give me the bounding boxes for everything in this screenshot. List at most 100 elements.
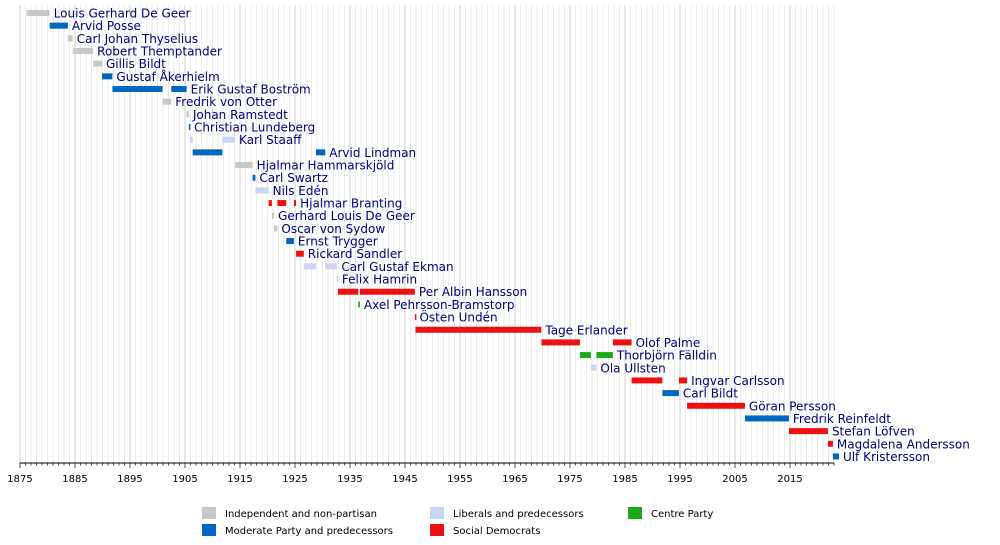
term-bar-per-albin-hansson	[359, 288, 415, 295]
x-tick-label: 1875	[7, 474, 32, 485]
x-tick-label: 1965	[502, 474, 527, 485]
name-label-ingvar-carlsson: Ingvar Carlsson	[691, 374, 784, 388]
term-bar-gillis-bildt	[93, 60, 102, 67]
name-label-gillis-bildt: Gillis Bildt	[106, 57, 166, 71]
term-bar-stefan-lofven	[788, 428, 828, 435]
term-bar-arvid-posse	[49, 22, 68, 29]
term-bar-ulf-kristersson	[832, 453, 839, 460]
term-bar-rickard-sandler	[296, 250, 304, 257]
term-bar-christian-lundeberg	[188, 124, 191, 131]
term-bar-arvid-lindman	[315, 149, 326, 156]
term-bar-olof-palme	[541, 339, 580, 346]
term-bar-carl-swartz	[252, 174, 256, 181]
name-label-magdalena-andersson: Magdalena Andersson	[837, 437, 970, 451]
gridlines	[19, 5, 835, 463]
legend-swatch-ind	[202, 507, 216, 519]
x-tick-label: 1975	[557, 474, 582, 485]
term-bar-louis-gerhard-de-geer	[26, 10, 50, 16]
name-label-osten-unden: Östen Undén	[419, 309, 497, 325]
x-tick-label: 2005	[722, 474, 747, 485]
term-bar-carl-gustaf-ekman	[303, 263, 316, 270]
x-tick-label: 1995	[667, 474, 692, 485]
name-label-rickard-sandler: Rickard Sandler	[308, 247, 402, 261]
term-bar-felix-hamrin	[336, 276, 339, 283]
legend-swatch-soc	[430, 524, 444, 536]
term-bar-ingvar-carlsson	[678, 377, 688, 384]
term-bar-ingvar-carlsson	[631, 377, 663, 384]
x-axis: 1875 1885 1895 1905 1915 1925 1935 1945 1955 1965…	[7, 462, 835, 485]
x-tick-label: 1935	[337, 474, 362, 485]
term-bar-fredrik-reinfeldt	[744, 415, 789, 422]
term-bar-gustaf-akerhielm	[101, 73, 113, 80]
term-bar-thorbjorn-falldin	[579, 352, 591, 359]
term-bar-arvid-lindman	[192, 149, 223, 156]
name-label-hjalmar-hammarskjold: Hjalmar Hammarskjöld	[257, 159, 395, 173]
term-bar-nils-eden	[255, 187, 269, 194]
x-tick-label: 1945	[392, 474, 417, 485]
name-label-arvid-posse: Arvid Posse	[72, 19, 141, 33]
term-bar-gerhard-louis-de-geer	[271, 212, 275, 219]
name-label-robert-themptander: Robert Themptander	[97, 45, 222, 59]
term-bar-tage-erlander	[415, 326, 542, 333]
x-tick-label: 2015	[777, 474, 802, 485]
x-tick-label: 1955	[447, 474, 472, 485]
name-label-karl-staaff: Karl Staaff	[239, 133, 302, 147]
term-bar-hjalmar-hammarskjold	[235, 162, 253, 169]
name-label-oscar-von-sydow: Oscar von Sydow	[281, 222, 385, 236]
name-label-nils-eden: Nils Edén	[273, 184, 329, 198]
term-bar-ola-ullsten	[590, 364, 597, 371]
name-label-louis-gerhard-de-geer: Louis Gerhard De Geer	[54, 7, 191, 21]
term-bar-carl-gustaf-ekman	[325, 263, 338, 270]
x-tick-label: 1985	[612, 474, 637, 485]
name-label-stefan-lofven: Stefan Löfven	[832, 425, 915, 439]
legend-label-mod: Moderate Party and predecessors	[225, 526, 393, 537]
name-label-ulf-kristersson: Ulf Kristersson	[843, 450, 930, 464]
term-bar-ernst-trygger	[286, 238, 294, 245]
term-bar-karl-staaff	[222, 136, 236, 143]
term-bar-oscar-von-sydow	[274, 225, 278, 232]
term-bar-carl-johan-thyselius	[67, 35, 73, 42]
name-label-felix-hamrin: Felix Hamrin	[342, 273, 417, 287]
x-tick-label: 1925	[282, 474, 307, 485]
name-label-tage-erlander: Tage Erlander	[544, 323, 627, 337]
name-label-olof-palme: Olof Palme	[636, 336, 701, 350]
name-label-fredrik-reinfeldt: Fredrik Reinfeldt	[793, 412, 891, 426]
legend-label-lib: Liberals and predecessors	[453, 509, 584, 520]
legend-label-soc: Social Democrats	[453, 526, 540, 537]
legend-swatch-lib	[430, 507, 444, 519]
x-tick-label: 1885	[62, 474, 87, 485]
term-bar-olof-palme	[612, 339, 632, 346]
term-bar-robert-themptander	[72, 48, 94, 55]
name-label-gustaf-akerhielm: Gustaf Åkerhielm	[116, 69, 219, 84]
term-bar-hjalmar-branting	[268, 200, 272, 207]
term-bar-johan-ramstedt	[186, 111, 189, 118]
term-bar-axel-pehrsson-bramstorp	[358, 301, 360, 308]
term-bar-erik-gustaf-bostrom	[171, 86, 187, 93]
name-label-ernst-trygger: Ernst Trygger	[298, 235, 378, 249]
name-label-carl-swartz: Carl Swartz	[259, 171, 328, 185]
term-bar-osten-unden	[414, 314, 417, 321]
name-label-carl-johan-thyselius: Carl Johan Thyselius	[77, 32, 198, 46]
name-label-hjalmar-branting: Hjalmar Branting	[300, 197, 402, 211]
name-label-carl-bildt: Carl Bildt	[683, 387, 738, 401]
x-tick-label: 1905	[172, 474, 197, 485]
name-label-thorbjorn-falldin: Thorbjörn Fälldin	[616, 349, 717, 363]
term-bar-karl-staaff	[189, 136, 193, 143]
term-bar-magdalena-andersson	[827, 440, 833, 447]
legend-label-ind: Independent and non-partisan	[225, 509, 377, 520]
name-label-fredrik-von-otter: Fredrik von Otter	[175, 95, 277, 109]
name-label-ola-ullsten: Ola Ullsten	[600, 361, 665, 375]
name-label-gerhard-louis-de-geer: Gerhard Louis De Geer	[278, 209, 415, 223]
name-label-axel-pehrsson-bramstorp: Axel Pehrsson-Bramstorp	[364, 298, 515, 312]
legend-label-cen: Centre Party	[651, 509, 713, 520]
term-bars	[26, 10, 839, 460]
term-bar-carl-bildt	[662, 390, 679, 397]
legend: Independent and non-partisan Liberals and…	[202, 507, 713, 537]
term-bar-fredrik-von-otter	[162, 98, 172, 105]
legend-swatch-cen	[628, 507, 642, 519]
legend-swatch-mod	[202, 524, 216, 536]
name-label-goran-persson: Göran Persson	[749, 399, 836, 413]
name-label-carl-gustaf-ekman: Carl Gustaf Ekman	[341, 260, 453, 274]
